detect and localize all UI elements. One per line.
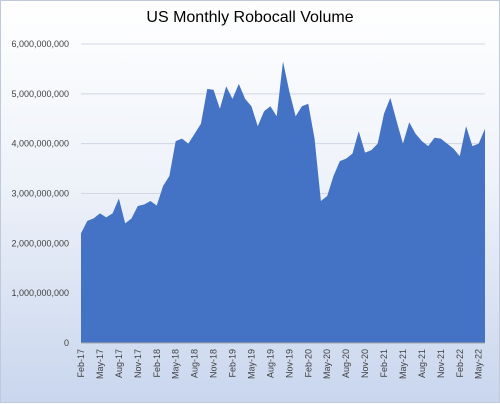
x-tick-label: Aug-17	[114, 349, 124, 378]
x-tick-label: Nov-17	[133, 349, 143, 378]
y-tick-label: 0	[64, 338, 69, 348]
x-tick-label: Nov-19	[284, 349, 294, 378]
x-tick-label: Aug-21	[417, 349, 427, 378]
y-tick-label: 1,000,000,000	[11, 288, 69, 298]
x-tick-label: May-21	[398, 349, 408, 379]
y-tick-label: 3,000,000,000	[11, 189, 69, 199]
x-tick-label: Feb-21	[379, 349, 389, 378]
x-tick-label: May-22	[474, 349, 484, 379]
x-tick-label: Feb-17	[76, 349, 86, 378]
x-tick-label: May-19	[246, 349, 256, 379]
x-tick-label: Nov-20	[360, 349, 370, 378]
y-axis: 0 1,000,000,000 2,000,000,000 3,000,000,000…	[11, 39, 69, 348]
x-tick-label: Aug-19	[265, 349, 275, 378]
area-series	[81, 61, 485, 343]
x-tick-label: Feb-22	[455, 349, 465, 378]
x-tick-label: May-20	[322, 349, 332, 379]
x-tick-label: Aug-20	[341, 349, 351, 378]
x-tick-label: Nov-21	[436, 349, 446, 378]
x-tick-label: Feb-18	[152, 349, 162, 378]
x-tick-label: Feb-19	[228, 349, 238, 378]
x-tick-label: May-17	[95, 349, 105, 379]
y-tick-label: 2,000,000,000	[11, 238, 69, 248]
x-tick-label: May-18	[171, 349, 181, 379]
x-tick-label: Aug-18	[190, 349, 200, 378]
y-tick-label: 6,000,000,000	[11, 39, 69, 49]
area-series-path	[81, 61, 485, 343]
y-tick-label: 4,000,000,000	[11, 139, 69, 149]
x-tick-label: Nov-18	[209, 349, 219, 378]
x-axis: Feb-17 May-17 Aug-17 Nov-17 Feb-18 May-18 Aug-…	[76, 342, 485, 379]
chart-title: US Monthly Robocall Volume	[146, 9, 354, 26]
y-tick-label: 5,000,000,000	[11, 89, 69, 99]
x-tick-label: Feb-20	[303, 349, 313, 378]
